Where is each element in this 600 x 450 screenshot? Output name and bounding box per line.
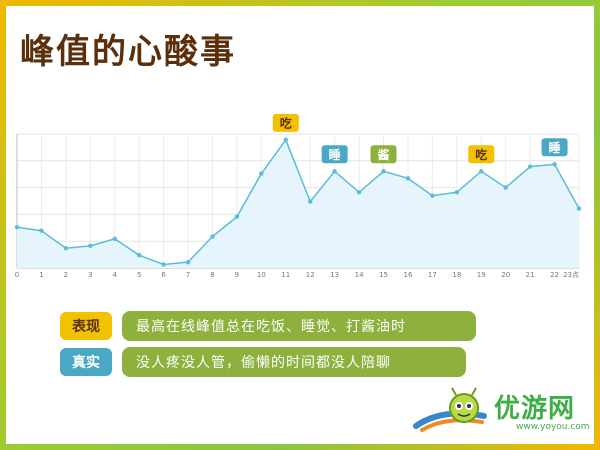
x-tick-label: 11 — [281, 271, 290, 279]
annotation-label: 吃 — [280, 115, 292, 130]
data-point-19 — [479, 169, 484, 174]
legend-row-reality: 真实 没人疼没人管，偷懒的时间都没人陪聊 — [60, 347, 466, 377]
x-tick-label: 9 — [235, 271, 239, 279]
annotation-badge — [541, 138, 568, 157]
x-tick-label: 0 — [15, 271, 19, 279]
logo-url: www.yoyou.com — [516, 422, 590, 432]
mascot-icon — [413, 387, 487, 432]
bar-reality: 没人疼没人管，偷懒的时间都没人陪聊 — [122, 347, 466, 377]
x-tick-label: 16 — [403, 271, 412, 279]
annotation-badge — [468, 145, 495, 164]
data-point-23 — [576, 206, 582, 211]
data-point-1 — [39, 228, 44, 233]
data-point-17 — [430, 193, 435, 198]
data-point-7 — [185, 259, 191, 265]
chart-points — [14, 137, 582, 267]
data-point-14 — [356, 190, 362, 195]
x-tick-label: 19 — [477, 271, 486, 279]
annotation-badge — [370, 145, 397, 164]
annotation-2: 酱 — [370, 145, 397, 164]
data-point-10 — [259, 171, 264, 176]
x-tick-label: 14 — [355, 271, 364, 279]
x-tick-label: 21 — [526, 271, 535, 279]
data-point-3 — [88, 243, 93, 249]
site-logo: 优游网 www.yoyou.com — [412, 386, 592, 438]
annotation-1: 睡 — [321, 145, 348, 164]
chart-annotations: 吃睡酱吃睡 — [272, 113, 568, 164]
chart-area-fill — [17, 139, 579, 268]
data-point-20 — [503, 185, 508, 190]
x-tick-label: 20 — [501, 271, 510, 279]
annotation-badge — [321, 145, 348, 164]
data-point-18 — [454, 190, 460, 195]
x-tick-label: 13 — [330, 271, 339, 279]
x-tick-label: 10 — [257, 271, 266, 279]
x-tick-label: 15 — [379, 271, 388, 279]
x-tick-label: 12 — [306, 271, 315, 279]
annotation-label: 吃 — [475, 147, 487, 162]
annotation-label: 酱 — [378, 147, 390, 162]
annotation-0: 吃 — [272, 113, 299, 132]
data-point-13 — [332, 169, 337, 174]
annotation-label: 睡 — [549, 140, 561, 155]
logo-name: 优游网 — [494, 394, 576, 424]
data-point-16 — [405, 176, 411, 181]
data-point-0 — [14, 225, 20, 230]
tag-performance: 表现 — [60, 312, 112, 340]
data-point-8 — [210, 234, 215, 239]
data-point-2 — [63, 245, 69, 251]
annotation-4: 睡 — [541, 138, 568, 157]
data-point-4 — [112, 236, 117, 242]
data-point-21 — [527, 164, 533, 169]
tag-reality: 真实 — [60, 348, 112, 376]
x-tick-label: 3 — [88, 271, 92, 279]
chart-series-line — [16, 138, 580, 266]
bar-performance: 最高在线峰值总在吃饭、睡觉、打酱油时 — [122, 311, 476, 341]
x-tick-label: 5 — [137, 271, 141, 279]
data-point-12 — [308, 199, 313, 204]
data-point-11 — [283, 137, 288, 143]
legend-row-performance: 表现 最高在线峰值总在吃饭、睡觉、打酱油时 — [60, 311, 476, 341]
x-tick-label: 23点 — [563, 271, 579, 279]
x-tick-label: 6 — [161, 271, 166, 279]
data-point-5 — [136, 252, 142, 258]
data-point-6 — [161, 262, 166, 267]
annotation-badge — [272, 113, 299, 132]
x-tick-label: 22 — [550, 271, 559, 279]
x-tick-label: 7 — [186, 271, 190, 279]
data-point-22 — [552, 162, 557, 167]
x-tick-label: 4 — [113, 271, 118, 279]
annotation-label: 睡 — [329, 147, 341, 162]
data-point-9 — [234, 214, 240, 219]
page-title: 峰值的心酸事 — [20, 32, 236, 72]
x-axis-ticks: 0 1 2 3 4 5 6 7 8 9 10 11 12 13 14 15 16 17 18 19 20 21 22 23点 — [15, 271, 579, 279]
x-tick-label: 18 — [452, 271, 461, 279]
x-tick-label: 1 — [39, 271, 43, 279]
annotation-3: 吃 — [468, 145, 495, 164]
x-tick-label: 17 — [428, 271, 437, 279]
data-point-15 — [381, 169, 386, 174]
x-tick-label: 8 — [210, 271, 214, 279]
x-tick-label: 2 — [64, 271, 68, 279]
